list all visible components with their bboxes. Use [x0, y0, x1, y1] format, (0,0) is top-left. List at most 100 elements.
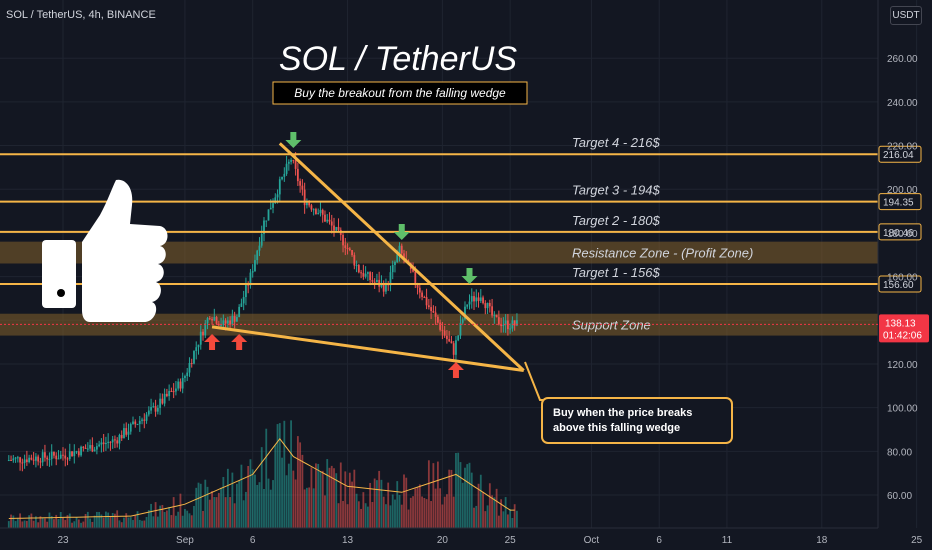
volume-bar: [502, 511, 505, 528]
candle-body: [493, 314, 496, 316]
candle-body: [380, 283, 383, 287]
candle-body: [68, 451, 71, 459]
candle-body: [71, 451, 73, 457]
chart-subtitle: Buy the breakout from the falling wedge: [294, 86, 506, 100]
volume-bar: [504, 497, 507, 528]
candle-body: [315, 209, 317, 214]
volume-bar: [516, 510, 518, 528]
volume-bar: [432, 463, 435, 528]
wedge-upper-line: [278, 142, 525, 372]
volume-bar: [287, 463, 290, 528]
candle-body: [308, 202, 311, 206]
candle-body: [276, 194, 279, 198]
volume-bar: [41, 517, 44, 528]
volume-bar: [206, 486, 209, 528]
volume-bar: [479, 474, 482, 528]
candle-body: [425, 297, 428, 306]
callout-text-line2: above this falling wedge: [553, 422, 680, 434]
candle-body: [500, 324, 503, 327]
candle-body: [125, 428, 128, 435]
candle-body: [143, 419, 146, 421]
volume-bar: [114, 513, 116, 528]
candle-body: [32, 459, 35, 461]
candle-body: [186, 372, 189, 377]
candle-body: [109, 441, 112, 443]
volume-bar: [7, 521, 10, 528]
candle-body: [364, 273, 367, 277]
candle-body: [303, 189, 306, 206]
candle-body: [28, 457, 31, 463]
y-tick-label: 160.00: [887, 273, 918, 284]
volume-bar: [195, 487, 198, 528]
volume-bar: [71, 522, 73, 528]
volume-bar: [475, 505, 478, 528]
candle-body: [16, 457, 19, 459]
volume-bar: [154, 502, 157, 528]
candle-body: [89, 445, 91, 449]
volume-bar: [86, 511, 89, 528]
volume-bar: [125, 513, 128, 528]
candle-body: [62, 454, 64, 456]
volume-bar: [123, 517, 125, 528]
red-arrow-up: [447, 362, 464, 378]
volume-bar: [459, 462, 462, 528]
candle-body: [46, 457, 49, 460]
volume-bar: [141, 520, 143, 528]
candle-body: [127, 431, 130, 435]
candle-body: [175, 388, 177, 392]
volume-bar: [369, 482, 372, 528]
candle-body: [403, 253, 405, 260]
volume-bar: [37, 522, 40, 528]
volume-bar: [53, 519, 55, 528]
volume-bar: [211, 491, 213, 528]
volume-bar: [77, 519, 80, 528]
candle-body: [335, 226, 338, 231]
volume-bar: [89, 518, 91, 528]
candle-body: [355, 265, 358, 267]
candle-body: [14, 457, 17, 459]
candle-body: [251, 271, 254, 273]
volume-bar: [215, 497, 218, 528]
candle-body: [120, 435, 123, 439]
volume-bar: [98, 511, 101, 528]
candle-body: [373, 281, 376, 283]
x-tick-label: 6: [250, 535, 256, 546]
candle-body: [152, 406, 155, 408]
candle-body: [208, 318, 211, 320]
candle-body: [306, 202, 308, 206]
candle-body: [427, 305, 430, 308]
candle-body: [506, 320, 509, 330]
candle-body: [107, 441, 110, 443]
volume-bar: [23, 520, 26, 528]
volume-bar: [278, 423, 281, 528]
volume-bar: [269, 489, 272, 528]
volume-bar: [464, 467, 466, 528]
volume-bar: [202, 510, 204, 528]
candle-body: [430, 307, 433, 312]
volume-bar: [400, 504, 403, 528]
volume-bar: [44, 518, 46, 528]
x-tick-label: Sep: [176, 535, 194, 546]
volume-bar: [75, 517, 78, 528]
candle-body: [326, 219, 329, 222]
candle-body: [346, 247, 349, 249]
candle-body: [446, 335, 448, 340]
volume-bar: [245, 491, 247, 528]
candle-body: [479, 297, 482, 301]
volume-bar: [292, 470, 295, 528]
candle-body: [165, 393, 168, 397]
currency-button[interactable]: USDT: [890, 6, 922, 25]
candle-body: [211, 319, 213, 321]
volume-bar: [134, 514, 137, 528]
volume-bar: [457, 452, 460, 528]
volume-bar: [362, 492, 365, 528]
volume-bar: [16, 518, 19, 528]
volume-bar: [240, 464, 243, 528]
volume-bar: [296, 436, 299, 528]
candle-body: [292, 159, 295, 161]
volume-bar: [93, 515, 96, 528]
volume-bar: [371, 502, 374, 528]
candle-body: [287, 161, 290, 164]
candle-body: [102, 442, 105, 445]
